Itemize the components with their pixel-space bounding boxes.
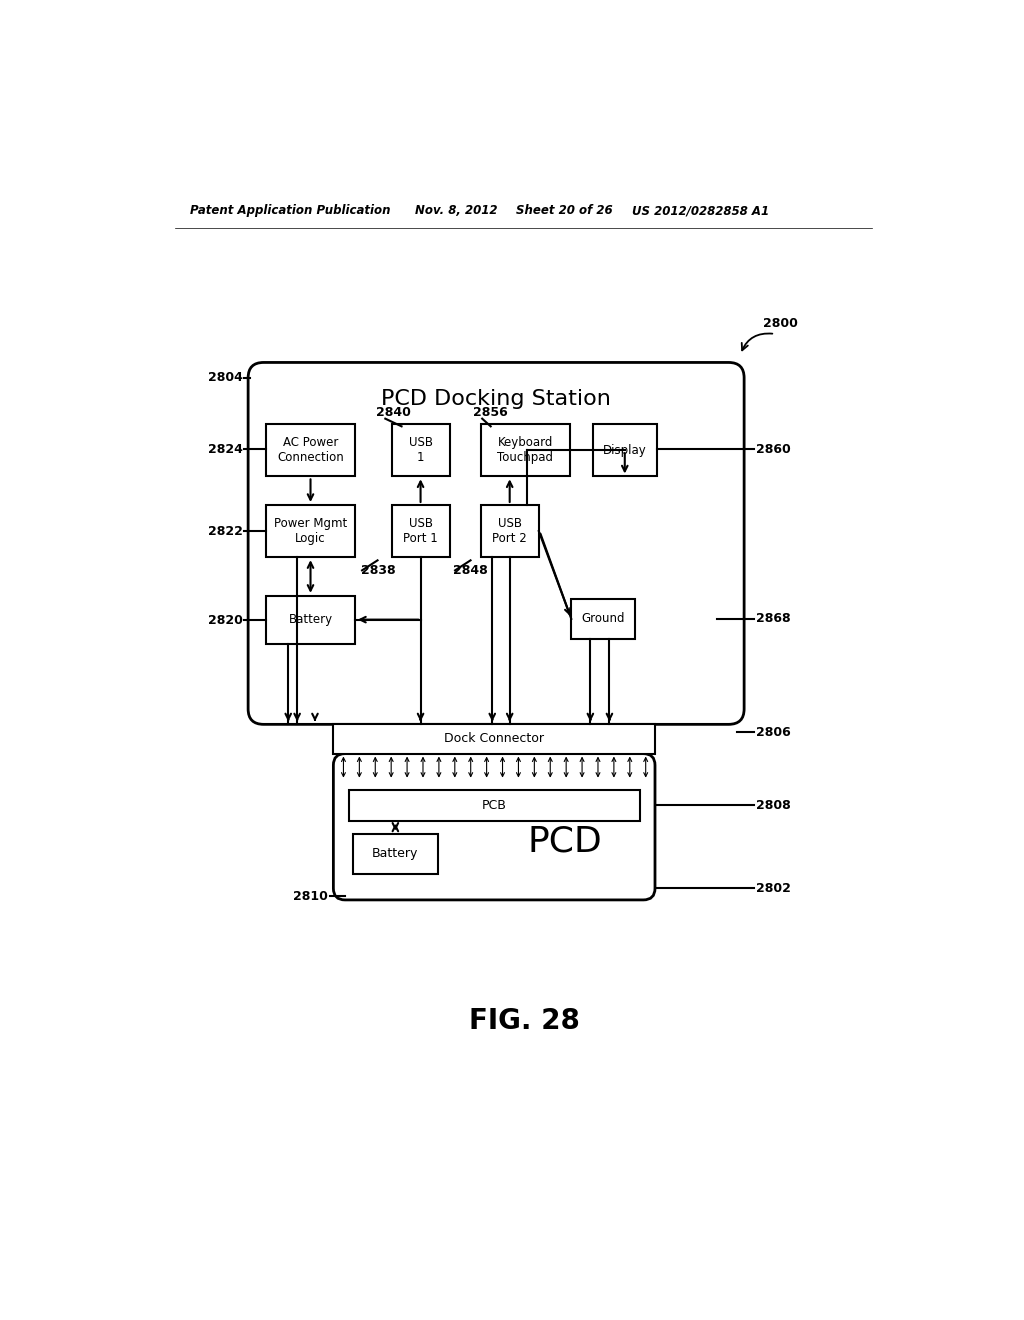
Text: AC Power
Connection: AC Power Connection xyxy=(278,436,344,465)
Bar xyxy=(593,424,656,477)
Text: USB
1: USB 1 xyxy=(409,436,432,465)
Bar xyxy=(391,424,450,477)
Text: Display: Display xyxy=(603,444,646,457)
Text: USB
Port 1: USB Port 1 xyxy=(403,517,438,545)
Text: 2800: 2800 xyxy=(764,317,799,330)
Text: 2804: 2804 xyxy=(208,371,243,384)
Text: Patent Application Publication: Patent Application Publication xyxy=(190,205,390,218)
Text: Keyboard
Touchpad: Keyboard Touchpad xyxy=(498,436,553,465)
Text: PCD: PCD xyxy=(527,825,602,858)
Bar xyxy=(266,424,355,477)
Text: Power Mgmt
Logic: Power Mgmt Logic xyxy=(273,517,347,545)
Text: PCB: PCB xyxy=(481,799,507,812)
Text: USB
Port 2: USB Port 2 xyxy=(493,517,527,545)
Bar xyxy=(480,424,569,477)
Bar xyxy=(480,506,539,557)
Text: 2822: 2822 xyxy=(208,524,243,537)
FancyBboxPatch shape xyxy=(248,363,744,725)
Bar xyxy=(571,599,635,639)
Bar xyxy=(266,595,355,644)
Text: 2840: 2840 xyxy=(376,407,411,418)
Text: PCD Docking Station: PCD Docking Station xyxy=(381,389,611,409)
Text: Dock Connector: Dock Connector xyxy=(444,733,544,746)
Text: 2848: 2848 xyxy=(454,564,488,577)
Text: US 2012/0282858 A1: US 2012/0282858 A1 xyxy=(632,205,769,218)
Text: 2820: 2820 xyxy=(208,614,243,627)
Bar xyxy=(266,506,355,557)
FancyBboxPatch shape xyxy=(334,754,655,900)
Text: Nov. 8, 2012: Nov. 8, 2012 xyxy=(415,205,498,218)
Text: 2824: 2824 xyxy=(208,444,243,455)
Text: 2838: 2838 xyxy=(360,564,395,577)
Text: FIG. 28: FIG. 28 xyxy=(469,1007,581,1035)
Bar xyxy=(349,789,640,821)
Text: Battery: Battery xyxy=(372,847,419,861)
Bar xyxy=(352,834,438,874)
Text: Battery: Battery xyxy=(289,612,333,626)
Text: 2860: 2860 xyxy=(756,444,791,455)
Text: 2810: 2810 xyxy=(293,890,328,903)
Text: Sheet 20 of 26: Sheet 20 of 26 xyxy=(515,205,612,218)
Text: 2856: 2856 xyxy=(473,407,508,418)
Text: 2868: 2868 xyxy=(756,612,791,626)
Text: Ground: Ground xyxy=(582,612,625,626)
Bar xyxy=(334,725,655,754)
Text: 2806: 2806 xyxy=(756,726,791,739)
Text: 2802: 2802 xyxy=(756,882,791,895)
Text: 2808: 2808 xyxy=(756,799,791,812)
Bar xyxy=(391,506,450,557)
